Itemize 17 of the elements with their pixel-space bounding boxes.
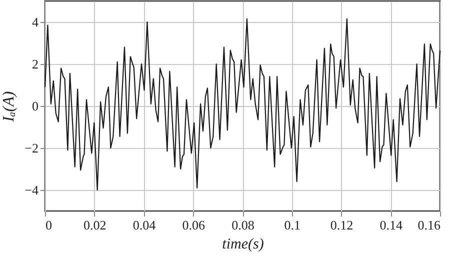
x-tick-label: 0.06 bbox=[182, 218, 206, 232]
y-tick-label: −4 bbox=[24, 182, 39, 198]
y-tick-label: 4 bbox=[32, 14, 39, 30]
x-tick-label: 0.14 bbox=[380, 218, 403, 232]
x-tick-label: 0.08 bbox=[232, 218, 254, 232]
x-tick-label: 0.02 bbox=[84, 218, 106, 232]
x-axis-title: time(s) bbox=[222, 236, 264, 252]
y-axis-title: Iₐ(A) bbox=[0, 91, 18, 123]
x-tick-label: 0 bbox=[46, 218, 52, 232]
x-tick-label: 0.04 bbox=[132, 218, 156, 232]
y-tick-label: −2 bbox=[24, 140, 38, 156]
x-tick-label: 0.1 bbox=[284, 218, 300, 232]
line-series bbox=[44, 18, 441, 191]
y-tick-label: 2 bbox=[32, 56, 38, 72]
x-tick-label: 0.12 bbox=[330, 218, 354, 232]
y-tick-label: 0 bbox=[32, 98, 38, 114]
x-tick-label: 0.16 bbox=[418, 218, 441, 232]
